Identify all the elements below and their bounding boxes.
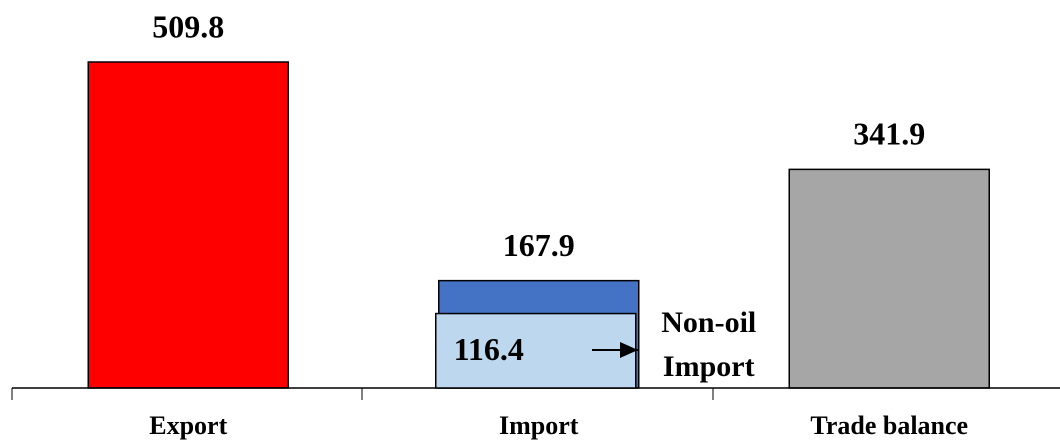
bar — [788, 168, 990, 389]
annotation: Import — [663, 350, 755, 383]
value-label: 341.9 — [853, 116, 925, 152]
value-label: 167.9 — [503, 227, 575, 263]
bar — [87, 61, 289, 389]
overlay-value-label: 116.4 — [454, 331, 524, 367]
x-tick-label: Trade balance — [810, 411, 968, 440]
x-tick-label: Import — [499, 411, 579, 440]
annotation: Non-oil — [661, 306, 756, 339]
x-tick-label: Export — [149, 411, 227, 440]
value-label: 509.8 — [152, 8, 224, 44]
